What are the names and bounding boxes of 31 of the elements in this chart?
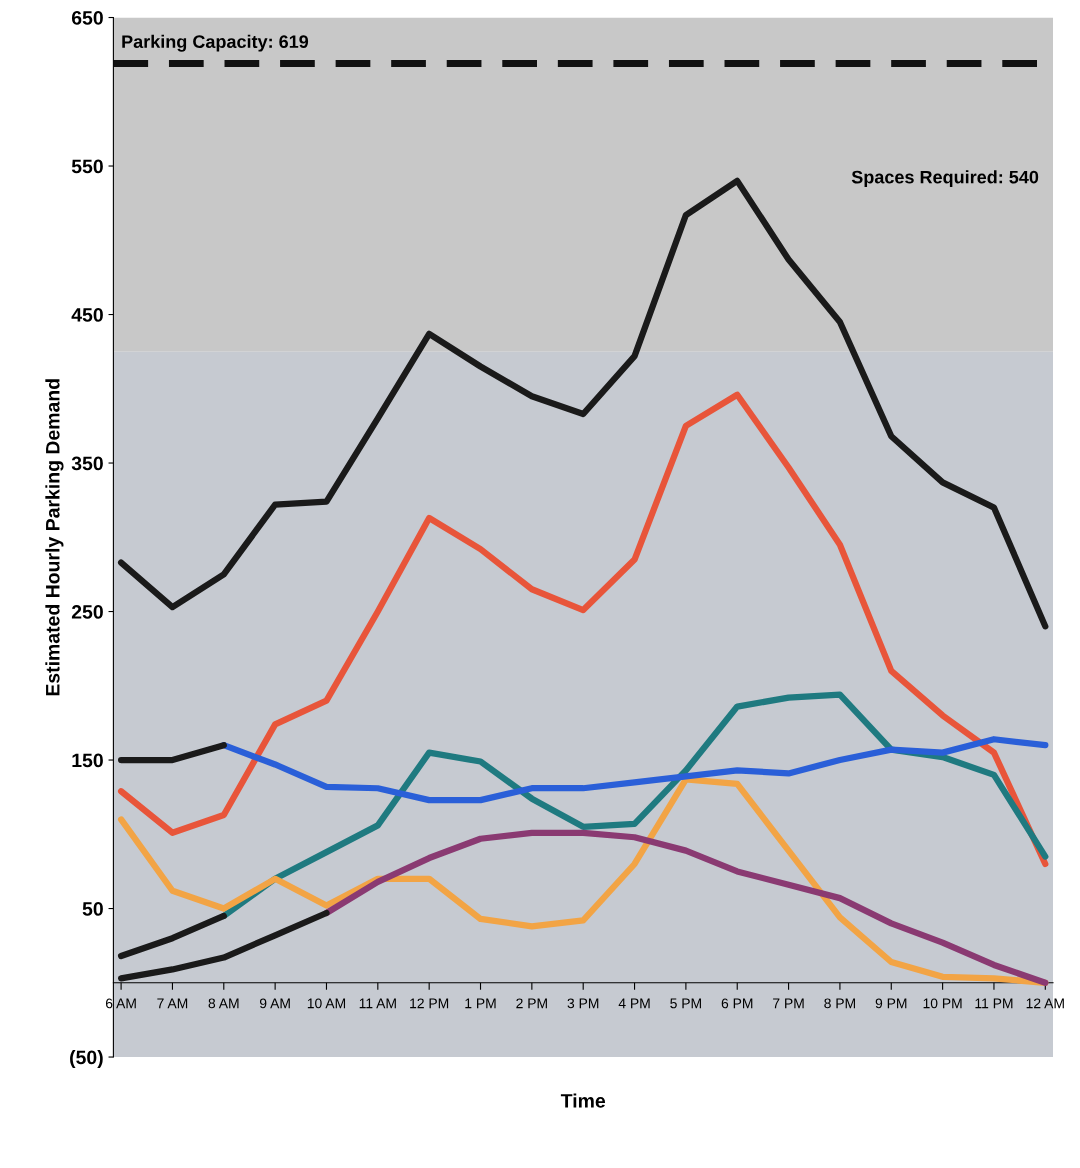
x-tick-label: 6 PM [721,998,753,1009]
x-axis-title: Time [560,1093,606,1108]
x-tick-label: 12 PM [410,998,449,1009]
x-tick-label: 10 AM [307,998,346,1009]
y-tick-label: 650 [71,10,103,25]
x-tick-label: 8 PM [824,998,855,1009]
annotation: Spaces Required: 540 [851,170,1039,188]
x-tick-label: 9 AM [259,998,290,1009]
x-tick-label: 7 AM [157,998,188,1009]
x-tick-label: 11 PM [975,998,1013,1009]
y-tick-label: 450 [71,307,103,322]
y-tick-label: 350 [71,456,103,471]
x-tick-label: 8 AM [208,998,239,1009]
y-tick-label: 150 [72,753,103,768]
y-tick-label: 550 [71,159,103,174]
x-tick-label: 9 PM [875,998,907,1009]
x-tick-label: 7 PM [773,998,804,1009]
ref-line-label: Parking Capacity: 619 [122,34,309,52]
y-tick-label: (50) [70,1049,103,1069]
x-tick-label: 10 PM [923,998,962,1009]
x-tick-label: 11 AM [359,998,396,1009]
x-tick-label: 1 PM [465,998,496,1009]
x-tick-label: 5 PM [670,998,701,1009]
x-tick-label: 6 AM [105,998,136,1009]
y-tick-label: 50 [82,902,103,916]
x-tick-label: 12 AM [1026,998,1064,1009]
x-tick-label: 3 PM [567,998,599,1009]
x-tick-label: 4 PM [618,998,650,1009]
y-tick-label: 250 [71,605,103,619]
x-tick-label: 2 PM [516,998,547,1009]
y-axis-title: Estimated Hourly Parking Demand [45,379,64,696]
